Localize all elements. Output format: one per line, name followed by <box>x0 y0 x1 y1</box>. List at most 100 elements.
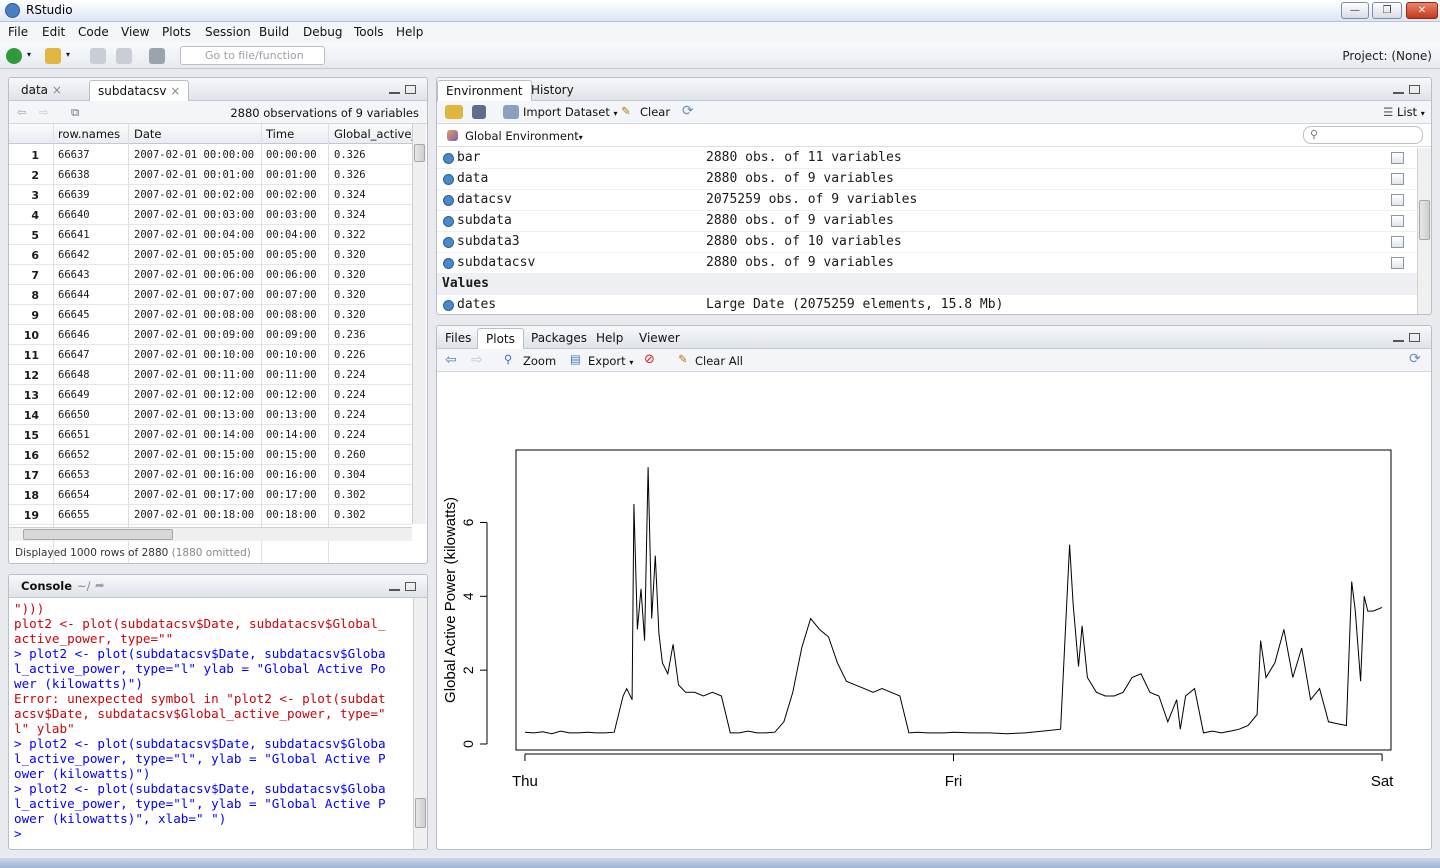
column-header[interactable]: Time <box>266 127 295 141</box>
save-workspace-icon[interactable] <box>472 105 486 119</box>
view-data-icon[interactable] <box>1391 236 1404 248</box>
new-file-icon[interactable] <box>6 48 22 64</box>
expand-object-icon[interactable] <box>443 237 454 248</box>
zoom-icon: ⚲ <box>504 352 513 366</box>
environment-row[interactable]: dates Large Date (2075259 elements, 15.8 … <box>437 295 1417 314</box>
view-data-icon[interactable] <box>1391 152 1404 164</box>
grid-vertical-scrollbar[interactable] <box>412 124 426 524</box>
tab-subdatacsv[interactable]: subdatacsv × <box>89 80 190 101</box>
back-arrow-icon[interactable]: ⇦ <box>17 105 27 119</box>
tab-history[interactable]: History <box>531 83 574 97</box>
refresh-icon[interactable]: ⟳ <box>682 103 694 119</box>
console-output[interactable]: "))) plot2 <- plot(subdatacsv$Date, subda… <box>9 598 413 843</box>
minimize-pane-icon[interactable] <box>1393 91 1404 94</box>
next-plot-icon[interactable]: ⇨ <box>471 352 483 368</box>
menu-view[interactable]: View <box>121 25 150 39</box>
environment-row[interactable]: data 2880 obs. of 9 variables <box>437 169 1417 190</box>
load-workspace-icon[interactable] <box>445 105 463 119</box>
expand-object-icon[interactable] <box>443 153 454 164</box>
minimize-button[interactable]: — <box>1341 2 1369 19</box>
view-data-icon[interactable] <box>1391 194 1404 206</box>
view-data-icon[interactable] <box>1391 215 1404 227</box>
menu-help[interactable]: Help <box>396 25 424 39</box>
environment-scrollbar[interactable] <box>1417 148 1431 314</box>
tab-files[interactable]: Files <box>445 331 472 345</box>
tab-packages[interactable]: Packages <box>531 331 587 345</box>
export-button[interactable]: Export ▾ <box>588 354 634 368</box>
environment-row[interactable]: datacsv 2075259 obs. of 9 variables <box>437 190 1417 211</box>
menu-code[interactable]: Code <box>78 25 109 39</box>
menu-plots[interactable]: Plots <box>162 25 191 39</box>
working-directory[interactable]: ~/ <box>77 579 91 593</box>
expand-object-icon[interactable] <box>443 174 454 185</box>
close-tab-icon[interactable]: × <box>51 83 62 97</box>
expand-object-icon[interactable] <box>443 195 454 206</box>
previous-plot-icon[interactable]: ⇦ <box>445 352 457 368</box>
popout-icon[interactable]: ⧉ <box>71 105 80 119</box>
import-dataset-button[interactable]: Import Dataset ▾ <box>523 105 618 119</box>
scroll-thumb[interactable] <box>23 529 173 540</box>
forward-arrow-icon[interactable]: ⇨ <box>39 105 49 119</box>
expand-object-icon[interactable] <box>443 300 454 311</box>
view-data-icon[interactable] <box>1391 173 1404 185</box>
open-dropdown-icon[interactable]: ▾ <box>66 50 71 59</box>
goto-file-input[interactable]: Go to file/function <box>180 46 325 65</box>
save-icon[interactable] <box>90 48 106 64</box>
tab-viewer[interactable]: Viewer <box>639 331 680 345</box>
menu-edit[interactable]: Edit <box>42 25 66 39</box>
maximize-pane-icon[interactable] <box>1409 333 1420 342</box>
goto-directory-icon[interactable]: ➦ <box>95 578 105 592</box>
environment-search-input[interactable]: ⚲ <box>1303 126 1423 144</box>
minimize-pane-icon[interactable] <box>1393 339 1404 342</box>
table-row: 10 66646 2007-02-01 00:09:00 00:09:00 0.236 <box>9 325 412 345</box>
tab-plots[interactable]: Plots <box>477 328 524 349</box>
column-header[interactable]: row.names <box>58 127 121 141</box>
environment-row[interactable]: bar 2880 obs. of 11 variables <box>437 148 1417 169</box>
maximize-button[interactable]: ❐ <box>1372 2 1402 19</box>
table-cell: 66655 <box>58 509 90 521</box>
list-view-button[interactable]: ☰ List ▾ <box>1383 105 1425 119</box>
zoom-button[interactable]: Zoom <box>523 354 557 368</box>
open-folder-icon[interactable] <box>45 48 61 64</box>
print-icon[interactable] <box>149 48 165 64</box>
menu-debug[interactable]: Debug <box>303 25 343 39</box>
scroll-thumb[interactable] <box>415 798 426 828</box>
environment-scope-dropdown[interactable]: Global Environment▾ <box>465 129 583 143</box>
menu-session[interactable]: Session <box>205 25 251 39</box>
project-menu[interactable]: Project: (None) <box>1342 49 1432 63</box>
menu-tools[interactable]: Tools <box>354 25 384 39</box>
menu-build[interactable]: Build <box>259 25 290 39</box>
new-file-dropdown-icon[interactable]: ▾ <box>27 50 32 59</box>
table-cell: 0.260 <box>334 449 366 461</box>
table-cell: 0.226 <box>334 349 366 361</box>
column-header[interactable]: Date <box>134 127 162 141</box>
maximize-pane-icon[interactable] <box>405 85 416 94</box>
minimize-pane-icon[interactable] <box>389 91 400 94</box>
save-all-icon[interactable] <box>116 48 132 64</box>
clear-all-plots-button[interactable]: Clear All <box>695 354 743 368</box>
console-scrollbar[interactable] <box>413 598 427 849</box>
column-header[interactable]: Global_active_ <box>334 127 412 141</box>
environment-row[interactable]: subdata 2880 obs. of 9 variables <box>437 211 1417 232</box>
refresh-icon[interactable]: ⟳ <box>1409 351 1421 367</box>
view-data-icon[interactable] <box>1391 257 1404 269</box>
minimize-pane-icon[interactable] <box>389 588 400 591</box>
tab-environment[interactable]: Environment <box>437 80 532 101</box>
maximize-pane-icon[interactable] <box>1409 85 1420 94</box>
table-cell: 00:10:00 <box>266 349 317 361</box>
tab-help[interactable]: Help <box>596 331 624 345</box>
grid-horizontal-scrollbar[interactable] <box>9 527 412 541</box>
environment-row[interactable]: subdatacsv 2880 obs. of 9 variables <box>437 253 1417 274</box>
clear-workspace-button[interactable]: Clear <box>640 105 671 119</box>
scroll-thumb[interactable] <box>1419 200 1430 240</box>
scroll-thumb[interactable] <box>414 144 425 162</box>
menu-file[interactable]: File <box>8 25 29 39</box>
maximize-pane-icon[interactable] <box>405 582 416 591</box>
close-tab-icon[interactable]: × <box>170 84 181 98</box>
tab-data[interactable]: data × <box>21 83 62 97</box>
close-window-button[interactable]: ✕ <box>1406 2 1438 19</box>
expand-object-icon[interactable] <box>443 258 454 269</box>
environment-row[interactable]: subdata3 2880 obs. of 10 variables <box>437 232 1417 253</box>
remove-plot-icon[interactable]: ⊘ <box>644 352 655 367</box>
expand-object-icon[interactable] <box>443 216 454 227</box>
